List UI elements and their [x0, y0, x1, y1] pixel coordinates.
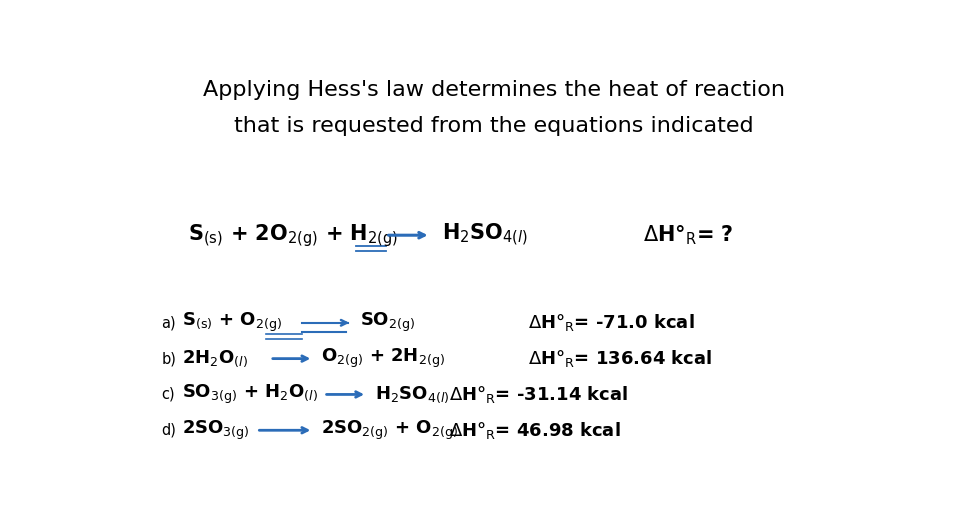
Text: b): b): [162, 351, 176, 366]
Text: $\Delta$H°$_{\mathrm{R}}$= -31.14 kcal: $\Delta$H°$_{\mathrm{R}}$= -31.14 kcal: [449, 384, 629, 405]
Text: 2SO$_{\mathsf{3(g)}}$: 2SO$_{\mathsf{3(g)}}$: [182, 419, 250, 442]
Text: S$_{\mathsf{(s)}}$ + O$_{\mathsf{2(g)}}$: S$_{\mathsf{(s)}}$ + O$_{\mathsf{2(g)}}$: [182, 311, 281, 334]
Text: 2SO$_{\mathsf{2(g)}}$ + O$_{\mathsf{2(g)}}$: 2SO$_{\mathsf{2(g)}}$ + O$_{\mathsf{2(g)…: [321, 419, 458, 442]
Text: SO$_{\mathsf{3(g)}}$ + H$_{\mathsf{2}}$O$_{\mathsf{(}l\mathsf{)}}$: SO$_{\mathsf{3(g)}}$ + H$_{\mathsf{2}}$O…: [182, 383, 318, 406]
Text: Applying Hess's law determines the heat of reaction: Applying Hess's law determines the heat …: [203, 80, 785, 100]
Text: H$_{\mathsf{2}}$SO$_{\mathsf{4(}l\mathsf{)}}$: H$_{\mathsf{2}}$SO$_{\mathsf{4(}l\mathsf…: [442, 222, 527, 249]
Text: SO$_{\mathsf{2(g)}}$: SO$_{\mathsf{2(g)}}$: [360, 311, 415, 334]
Text: S$_{\mathsf{(s)}}$ + 2O$_{\mathsf{2(g)}}$ + H$_{\mathsf{2(g)}}$: S$_{\mathsf{(s)}}$ + 2O$_{\mathsf{2(g)}}…: [188, 222, 398, 249]
Text: $\Delta$H°$_{\mathrm{R}}$= 46.98 kcal: $\Delta$H°$_{\mathrm{R}}$= 46.98 kcal: [449, 420, 621, 441]
Text: d): d): [162, 423, 176, 438]
Text: $\Delta$H°$_{\mathrm{R}}$= -71.0 kcal: $\Delta$H°$_{\mathrm{R}}$= -71.0 kcal: [527, 312, 694, 333]
Text: O$_{\mathsf{2(g)}}$ + 2H$_{\mathsf{2(g)}}$: O$_{\mathsf{2(g)}}$ + 2H$_{\mathsf{2(g)}…: [321, 347, 444, 370]
Text: that is requested from the equations indicated: that is requested from the equations ind…: [234, 116, 754, 136]
Text: 2H$_{\mathsf{2}}$O$_{\mathsf{(}l\mathsf{)}}$: 2H$_{\mathsf{2}}$O$_{\mathsf{(}l\mathsf{…: [182, 348, 248, 369]
Text: H$_{\mathsf{2}}$SO$_{\mathsf{4(}l\mathsf{)}}$: H$_{\mathsf{2}}$SO$_{\mathsf{4(}l\mathsf…: [374, 384, 449, 405]
Text: c): c): [162, 387, 175, 402]
Text: $\Delta$H°$_{\mathrm{R}}$= 136.64 kcal: $\Delta$H°$_{\mathrm{R}}$= 136.64 kcal: [527, 348, 712, 369]
Text: a): a): [162, 315, 176, 330]
Text: $\Delta$H°$_{\mathrm{R}}$= ?: $\Delta$H°$_{\mathrm{R}}$= ?: [644, 223, 734, 247]
